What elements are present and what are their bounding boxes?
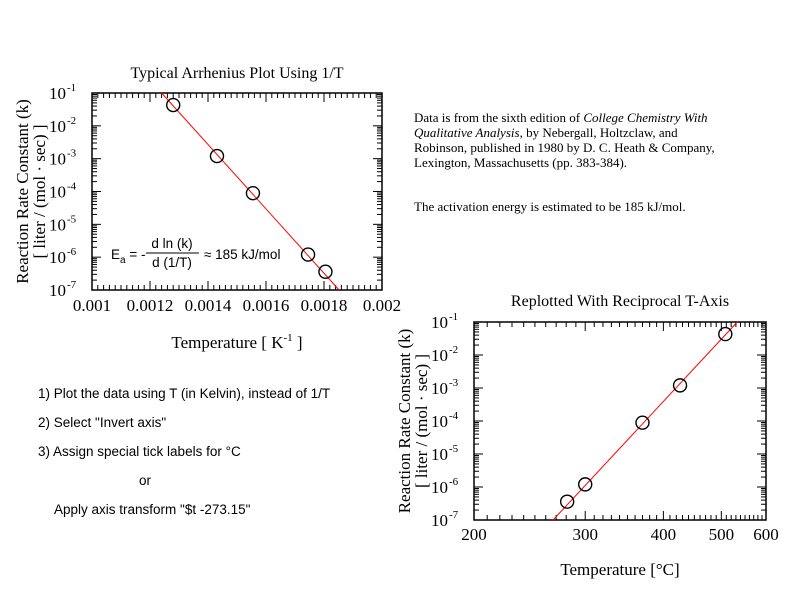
y-axis-label-line2: [ liter / (mol · sec) ] [30, 124, 49, 258]
y-tick-label: 10 [431, 379, 448, 398]
ea-numerator: d ln (k) [151, 236, 192, 251]
x-tick-label: 0.0014 [185, 296, 232, 315]
fit-line [552, 321, 738, 521]
y-tick-base: 10 [431, 478, 448, 497]
x-tick-label: 0.002 [363, 296, 401, 315]
x-tick-label: 400 [651, 525, 677, 544]
y-tick-label: 10 [49, 84, 66, 103]
source-note: Data is from the sixth edition of Colleg… [414, 110, 734, 170]
y-tick-label: 10 [431, 511, 448, 530]
x-axis-label-text: Temperature [°C] [560, 560, 679, 579]
y-tick-exponent: -5 [449, 443, 459, 455]
x-axis-label-end: ] [293, 333, 303, 352]
activation-note: The activation energy is estimated to be… [414, 199, 686, 214]
y-tick-exponent: -5 [67, 213, 77, 225]
data-point [318, 264, 333, 279]
x-axis-label: Temperature [°C] [560, 560, 679, 579]
y-tick-exponent: -7 [67, 279, 77, 291]
step-2: 2) Select "Invert axis" [38, 415, 167, 430]
y-tick-exponent: -2 [449, 344, 458, 356]
y-tick-label: 10 [49, 183, 66, 202]
x-tick-label: 0.001 [73, 296, 111, 315]
y-tick-exponent: -4 [67, 181, 77, 193]
y-tick-base: 10 [49, 281, 66, 300]
x-tick-label: 300 [572, 525, 598, 544]
y-tick-label: 10 [431, 412, 448, 431]
y-tick-exponent: -6 [449, 476, 459, 488]
y-axis-label-line1: Reaction Rate Constant (k) [395, 329, 414, 514]
y-tick-label: 10 [49, 215, 66, 234]
data-point [578, 477, 593, 492]
ea-denominator: d (1/T) [152, 255, 192, 270]
data-point [165, 97, 181, 113]
y-tick-base: 10 [49, 84, 66, 103]
y-tick-base: 10 [431, 346, 448, 365]
ea-value: ≈ 185 kJ/mol [204, 247, 280, 262]
y-tick-label: 10 [431, 313, 448, 332]
y-tick-base: 10 [431, 511, 448, 530]
y-tick-label: 10 [49, 150, 66, 169]
y-tick-exponent: -7 [449, 509, 459, 521]
step-alt: Apply axis transform "$t -273.15" [54, 502, 251, 517]
y-tick-label: 10 [431, 445, 448, 464]
step-or: or [139, 473, 152, 488]
chart-title: Typical Arrhenius Plot Using 1/T [130, 65, 343, 82]
y-tick-label: 10 [431, 346, 448, 365]
y-axis-label-line2: [ liter / (mol · sec) ] [412, 354, 431, 488]
x-tick-label: 0.0012 [127, 296, 174, 315]
x-tick-label: 500 [709, 525, 735, 544]
source-text-rest: , by Nebergall, Holtzclaw, and Robinson,… [414, 125, 715, 170]
chart-title: Replotted With Reciprocal T-Axis [511, 293, 729, 310]
y-tick-base: 10 [431, 412, 448, 431]
y-tick-label: 10 [49, 248, 66, 267]
data-point [300, 247, 316, 262]
source-text: Data is from the sixth edition of [414, 110, 584, 125]
source-book-title: College Chemistry With Qualitative Analy… [414, 110, 708, 140]
y-tick-exponent: -2 [67, 115, 76, 127]
y-tick-base: 10 [49, 117, 66, 136]
y-tick-base: 10 [49, 248, 66, 267]
y-tick-exponent: -3 [449, 377, 459, 389]
ea-symbol: E [111, 247, 120, 262]
y-tick-exponent: -1 [449, 311, 458, 323]
y-tick-base: 10 [431, 313, 448, 332]
y-tick-label: 10 [431, 478, 448, 497]
y-tick-base: 10 [431, 379, 448, 398]
y-axis-label-line1: Reaction Rate Constant (k) [13, 99, 32, 284]
x-tick-label: 0.0016 [243, 296, 290, 315]
step-1: 1) Plot the data using T (in Kelvin), in… [38, 386, 331, 401]
x-tick-label: 0.0018 [301, 296, 348, 315]
y-tick-exponent: -1 [67, 82, 76, 94]
y-tick-label: 10 [49, 117, 66, 136]
y-tick-label: 10 [49, 281, 66, 300]
x-tick-label: 200 [461, 525, 487, 544]
ea-equals: = - [126, 247, 146, 262]
x-axis-label-sup: -1 [284, 332, 293, 344]
y-tick-exponent: -6 [67, 246, 77, 258]
data-point [209, 148, 225, 164]
ea-label: Ea = - [111, 247, 145, 266]
y-tick-base: 10 [49, 215, 66, 234]
data-point [559, 494, 575, 509]
data-point [672, 378, 688, 393]
x-tick-label: 600 [753, 525, 779, 544]
data-point [635, 415, 650, 430]
x-axis-label-text: Temperature [ K [171, 333, 284, 352]
y-tick-exponent: -4 [449, 410, 459, 422]
data-point [718, 326, 733, 342]
ea-subscript: a [120, 255, 126, 266]
plot-frame [473, 321, 767, 521]
y-tick-base: 10 [431, 445, 448, 464]
data-point [245, 185, 261, 201]
y-tick-base: 10 [49, 150, 66, 169]
fit-line [161, 92, 340, 291]
y-tick-exponent: -3 [67, 148, 77, 160]
x-axis-label: Temperature [ K-1 ] [171, 332, 302, 352]
y-tick-base: 10 [49, 183, 66, 202]
step-3: 3) Assign special tick labels for °C [38, 444, 241, 459]
